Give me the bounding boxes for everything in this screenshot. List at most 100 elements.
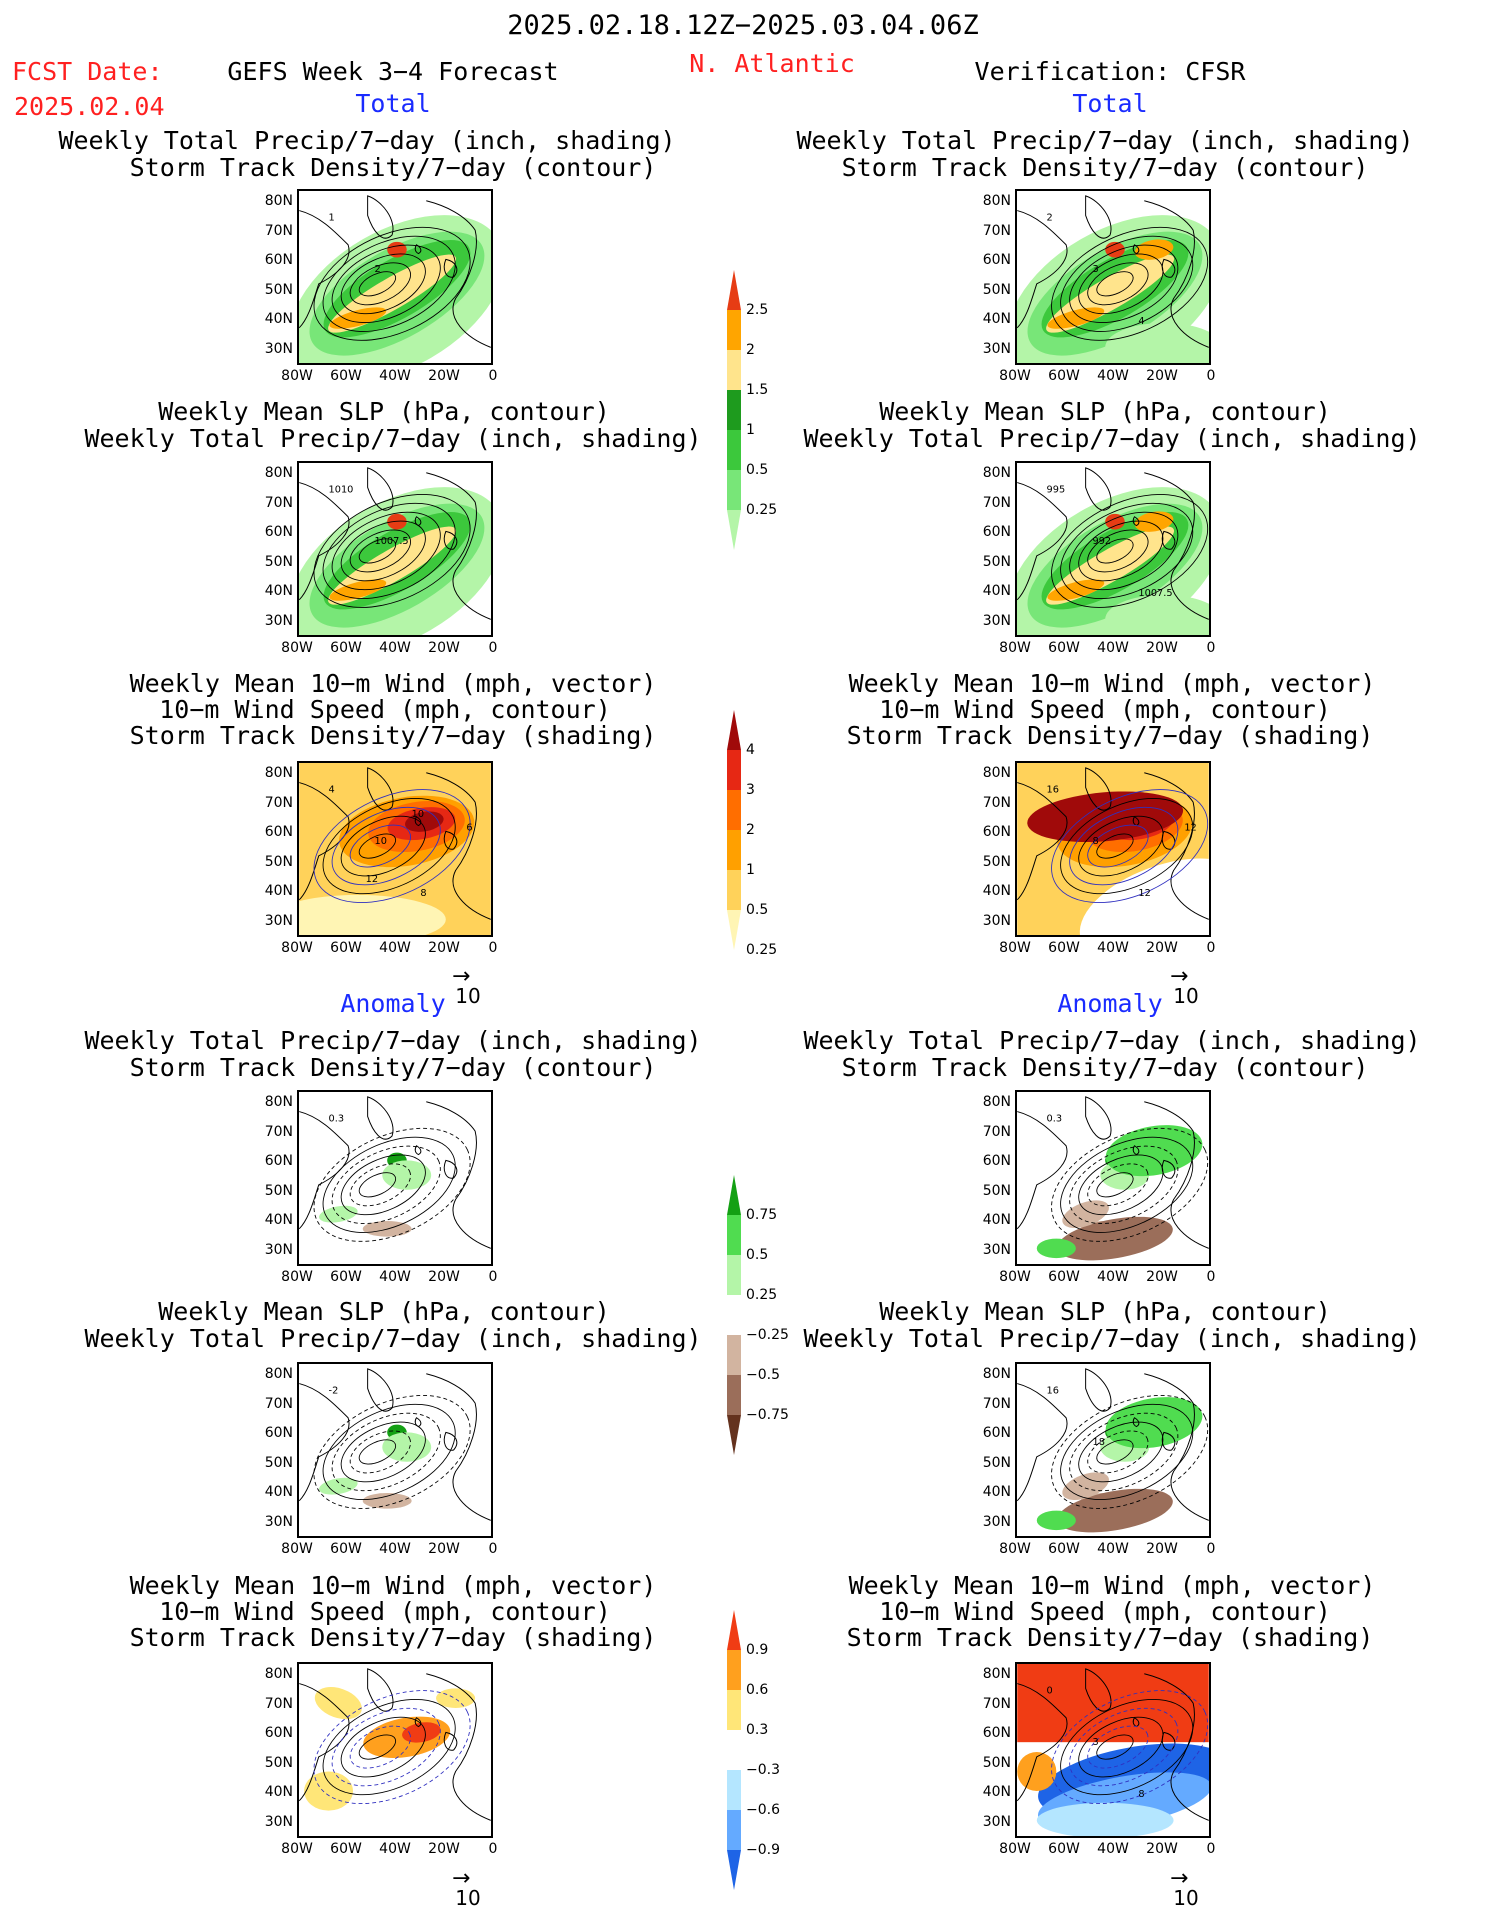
- colorbar-std: [727, 710, 741, 950]
- contour-line: [1069, 511, 1179, 591]
- title-p3r-a: Weekly Mean 10−m Wind (mph, vector): [848, 669, 1376, 698]
- contour-line: [1069, 1412, 1179, 1492]
- x-tick-label: 20W: [1146, 1541, 1178, 1557]
- coastline: [414, 1145, 422, 1156]
- coastline: [1017, 482, 1068, 601]
- contour-line: [358, 833, 397, 859]
- y-tick-label: 70N: [982, 1395, 1011, 1412]
- vector-ref-label-p3r: 10: [1173, 984, 1199, 1008]
- contour-label: 1: [329, 212, 335, 223]
- title-p3r-c: Storm Track Density/7−day (shading): [846, 721, 1374, 750]
- y-tick-label: 60N: [264, 524, 293, 540]
- y-tick-label: 70N: [982, 794, 1011, 811]
- contour-line: [331, 244, 441, 324]
- y-tick-label: 30N: [264, 1241, 293, 1258]
- x-tick-label: 40W: [1097, 640, 1129, 656]
- y-tick-label: 60N: [982, 1153, 1011, 1169]
- coastline: [1132, 1417, 1140, 1428]
- colorbar-label: 0.5: [746, 902, 769, 918]
- colorbar-segment: [727, 710, 741, 750]
- title-p2r-b: Weekly Total Precip/7−day (inch, shading…: [803, 424, 1421, 453]
- x-tick-label: 20W: [428, 940, 460, 956]
- x-tick-label: 20W: [428, 1269, 460, 1285]
- y-tick-label: 30N: [264, 912, 293, 929]
- y-tick-label: 60N: [982, 252, 1011, 268]
- y-tick-label: 60N: [264, 824, 293, 840]
- shade-blob: [1105, 322, 1209, 363]
- contour-line: [1096, 538, 1134, 564]
- title-p3r-b: 10−m Wind Speed (mph, contour): [879, 695, 1331, 724]
- coastline: [367, 1368, 394, 1412]
- coastline: [367, 767, 394, 811]
- colorbar-label: −0.6: [746, 1802, 780, 1818]
- colorbar-label: 2.5: [746, 302, 769, 318]
- contour-line: [1087, 1163, 1149, 1207]
- y-tick-label: 80N: [982, 1094, 1011, 1110]
- y-tick-label: 40N: [982, 883, 1011, 899]
- y-tick-label: 70N: [264, 494, 293, 511]
- y-tick-label: 50N: [264, 553, 293, 570]
- x-tick-label: 0: [488, 940, 498, 956]
- coastline: [1161, 1431, 1176, 1451]
- y-tick-label: 60N: [264, 1153, 293, 1169]
- title-p1l-a: Weekly Total Precip/7−day (inch, shading…: [58, 126, 676, 155]
- contour-line: [331, 511, 441, 591]
- y-tick-label: 80N: [982, 1666, 1011, 1682]
- title-p4l-b: Storm Track Density/7−day (contour): [129, 1053, 657, 1082]
- title-p2l-a: Weekly Mean SLP (hPa, contour): [158, 397, 610, 426]
- colorbar-label: 2: [746, 822, 755, 838]
- x-tick-label: 0: [1206, 1541, 1216, 1557]
- coastline: [1017, 1111, 1068, 1230]
- colorbar-label: 1: [746, 862, 755, 878]
- coastline: [1017, 782, 1068, 901]
- contour-line: [1078, 1716, 1164, 1778]
- contour-line: [1051, 1127, 1209, 1242]
- anomaly-left: Anomaly: [340, 989, 446, 1018]
- coastline: [443, 530, 458, 550]
- panel-r6-left: [297, 1662, 493, 1838]
- y-tick-label: 50N: [982, 853, 1011, 870]
- colorbar-label: −0.75: [746, 1407, 789, 1423]
- contour-line: [1078, 253, 1164, 315]
- title-p5l-b: Weekly Total Precip/7−day (inch, shading…: [84, 1324, 702, 1353]
- y-tick-label: 30N: [264, 340, 293, 357]
- contour-label: 1010: [329, 484, 354, 495]
- panel-r4-right: 0.3: [1015, 1090, 1211, 1266]
- contour-label: 0.3: [329, 1113, 345, 1124]
- coastline: [367, 195, 394, 239]
- x-tick-label: 20W: [428, 1541, 460, 1557]
- y-tick-label: 40N: [264, 311, 293, 327]
- y-tick-label: 80N: [264, 765, 293, 781]
- y-tick-label: 60N: [982, 1425, 1011, 1441]
- x-tick-label: 60W: [330, 640, 362, 656]
- colorbar-segment: [727, 1175, 741, 1215]
- contour-line: [1060, 1136, 1194, 1233]
- contour-line: [349, 824, 411, 868]
- contour-line: [340, 520, 426, 582]
- shade-blob: [1057, 1488, 1173, 1533]
- x-tick-label: 0: [1206, 640, 1216, 656]
- x-tick-label: 40W: [379, 1541, 411, 1557]
- colorbar-label: 0.25: [746, 942, 778, 958]
- title-p6r-a: Weekly Mean 10−m Wind (mph, vector): [848, 1571, 1376, 1600]
- y-tick-label: 40N: [982, 1484, 1011, 1500]
- y-tick-label: 30N: [264, 1513, 293, 1530]
- shade-blob: [1047, 579, 1105, 601]
- y-tick-label: 50N: [982, 1754, 1011, 1771]
- title-p6l-c: Storm Track Density/7−day (shading): [129, 1623, 657, 1652]
- contour-label: 12: [1138, 888, 1150, 899]
- contour-line: [340, 1154, 426, 1216]
- y-tick-label: 30N: [982, 612, 1011, 629]
- y-tick-label: 80N: [264, 1366, 293, 1382]
- vector-ref-p6r: →: [1170, 1866, 1189, 1891]
- x-tick-label: 0: [488, 1269, 498, 1285]
- panel-r1-right: 2 3 4: [1015, 189, 1211, 365]
- coastline: [1144, 200, 1209, 348]
- y-tick-label: 60N: [982, 824, 1011, 840]
- contour-label: 12: [1184, 822, 1196, 833]
- y-tick-label: 60N: [982, 1725, 1011, 1741]
- contour-line: [358, 1439, 397, 1465]
- contour-label: 8: [1092, 836, 1098, 847]
- coastline: [367, 467, 394, 511]
- x-tick-label: 20W: [1146, 1269, 1178, 1285]
